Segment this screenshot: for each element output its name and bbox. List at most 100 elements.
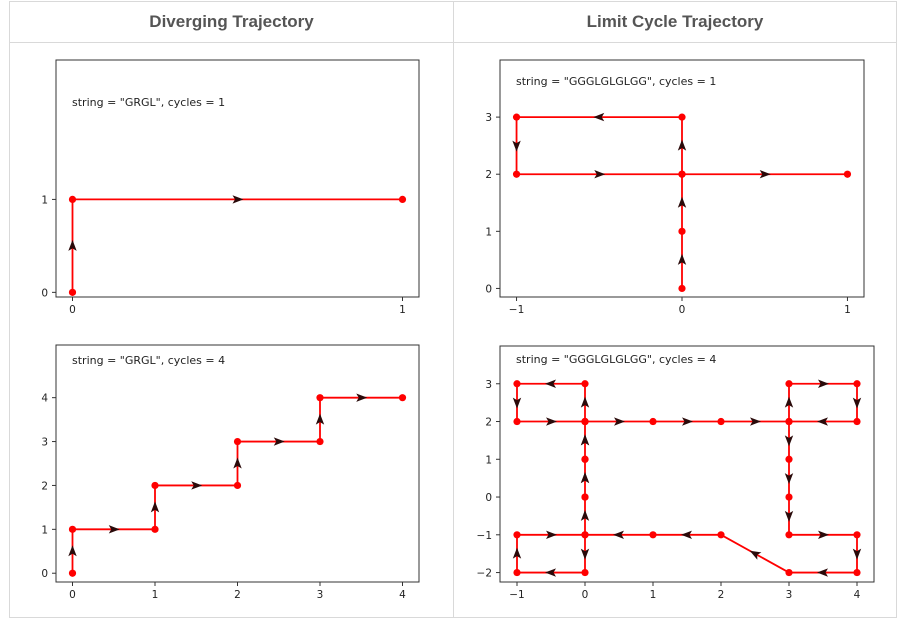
direction-arrow (68, 545, 77, 557)
trajectory-point (853, 380, 861, 388)
trajectory-point (316, 437, 324, 446)
x-tick-label: 4 (854, 589, 861, 601)
direction-arrow (108, 525, 120, 534)
direction-arrow (546, 417, 557, 426)
trajectory-point (398, 394, 407, 402)
direction-arrow (817, 417, 828, 426)
trajectory-point (678, 227, 686, 235)
trajectory-point (678, 284, 686, 293)
x-tick-label: 1 (650, 589, 657, 601)
y-tick-label: 0 (41, 287, 48, 299)
direction-arrow (545, 568, 556, 577)
direction-arrow (750, 417, 761, 426)
trajectory-line (71, 198, 403, 293)
axes-frame (499, 345, 875, 583)
direction-arrow (749, 550, 762, 560)
plot-diverging-cycles-4: 0 1 2 3 4 0 1 2 3 4 string = "GRGL", cycles = 4 (41, 344, 420, 601)
direction-arrow (677, 139, 687, 151)
y-tick-label: 1 (485, 226, 492, 238)
direction-arrow (512, 140, 521, 152)
trajectory-point (785, 455, 793, 463)
y-tick-label: 2 (41, 480, 48, 492)
direction-arrow (759, 170, 771, 179)
trajectory-point (581, 531, 589, 539)
header-limit-cycle: Limit Cycle Trajectory (586, 12, 764, 31)
direction-arrow (150, 501, 160, 513)
y-tick-label: 3 (485, 112, 492, 124)
plot-diverging-cycles-1: 0 1 0 1 string = "GRGL", cycles = 1 (41, 59, 420, 316)
trajectory-point (581, 568, 589, 577)
y-tick-label: 1 (41, 194, 48, 206)
x-tick-label: 2 (234, 589, 241, 601)
x-tick-label: 1 (844, 304, 851, 316)
axes-frame (55, 59, 420, 298)
direction-arrow (614, 417, 625, 426)
trajectory-point (398, 195, 407, 204)
x-tick-label: 2 (718, 589, 725, 601)
direction-arrow (852, 548, 862, 560)
y-tick-label: 0 (485, 492, 492, 504)
trajectory-point (649, 531, 657, 539)
y-tick-label: −2 (477, 568, 492, 580)
y-tick-label: 1 (41, 524, 48, 536)
header-divider (10, 42, 896, 43)
x-tick-label: 4 (399, 589, 406, 601)
direction-arrow (233, 457, 242, 469)
direction-arrow (273, 437, 285, 446)
direction-arrow (852, 397, 862, 409)
direction-arrow (191, 481, 203, 490)
trajectory-point (581, 380, 589, 388)
trajectory-point (785, 417, 793, 426)
trajectory-point (68, 195, 77, 204)
plot-annotation: string = "GGGLGLGLGG", cycles = 1 (516, 75, 716, 88)
direction-arrow (356, 393, 368, 402)
trajectory-point (785, 568, 793, 577)
x-tick-label: 1 (152, 589, 159, 601)
trajectory-point (151, 525, 159, 533)
trajectory-point (68, 525, 77, 533)
x-tick-label: 3 (317, 589, 324, 601)
trajectory-point (717, 531, 725, 539)
trajectory-point (678, 113, 686, 121)
trajectory-point (513, 380, 521, 388)
trajectory-point (233, 481, 242, 490)
plot-annotation: string = "GGGLGLGLGG", cycles = 4 (516, 353, 716, 366)
direction-arrow (512, 547, 522, 559)
direction-arrow (681, 530, 692, 539)
direction-arrow (784, 435, 794, 447)
trajectory-point (649, 417, 657, 426)
plot-annotation: string = "GRGL", cycles = 1 (72, 96, 225, 109)
trajectory-point (853, 568, 861, 577)
figure-frame: Diverging Trajectory Limit Cycle Traject… (9, 1, 897, 618)
direction-arrow (580, 396, 590, 408)
trajectory-point (678, 170, 686, 178)
x-tick-label: 0 (582, 589, 589, 601)
x-tick-label: 0 (69, 589, 76, 601)
direction-arrow (817, 568, 828, 577)
direction-arrow (593, 112, 605, 122)
trajectory-point (512, 113, 521, 121)
plot-limit-cycle-cycles-4: −1 0 1 2 3 4 −2 −1 0 1 2 3 string = "GGGLGLGLGG", cy… (477, 345, 875, 601)
direction-arrow (580, 472, 590, 484)
y-tick-label: 2 (485, 417, 492, 429)
direction-arrow (580, 548, 590, 560)
direction-arrow (594, 170, 606, 179)
trajectory-point (785, 380, 793, 388)
direction-arrow (682, 417, 693, 426)
y-tick-label: 2 (485, 169, 492, 181)
y-tick-label: 0 (41, 568, 48, 580)
direction-arrow (545, 379, 556, 388)
plot-limit-cycle-cycles-1: −1 0 1 0 1 2 3 string = "GGGLGLGLGG", cycles = … (485, 59, 865, 316)
x-tick-label: 3 (786, 589, 793, 601)
trajectory-point (151, 481, 159, 490)
direction-arrow (677, 253, 687, 265)
direction-arrow (784, 396, 794, 408)
trajectory-point (853, 531, 861, 539)
trajectory-point (233, 437, 242, 446)
trajectory-point (513, 417, 521, 426)
y-tick-label: −1 (477, 530, 492, 542)
y-tick-label: 3 (41, 437, 48, 449)
y-tick-label: 3 (485, 379, 492, 391)
direction-arrow (315, 413, 325, 425)
